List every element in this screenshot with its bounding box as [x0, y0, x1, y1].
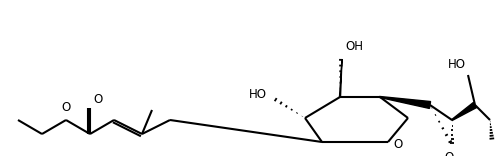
Text: HO: HO — [249, 88, 267, 102]
Polygon shape — [452, 102, 477, 120]
Polygon shape — [339, 59, 342, 97]
Text: O: O — [393, 139, 402, 151]
Text: HO: HO — [448, 58, 466, 71]
Text: OH: OH — [345, 40, 363, 53]
Text: O: O — [93, 93, 102, 106]
Text: O: O — [61, 101, 71, 114]
Polygon shape — [380, 97, 430, 108]
Text: O: O — [444, 151, 454, 156]
